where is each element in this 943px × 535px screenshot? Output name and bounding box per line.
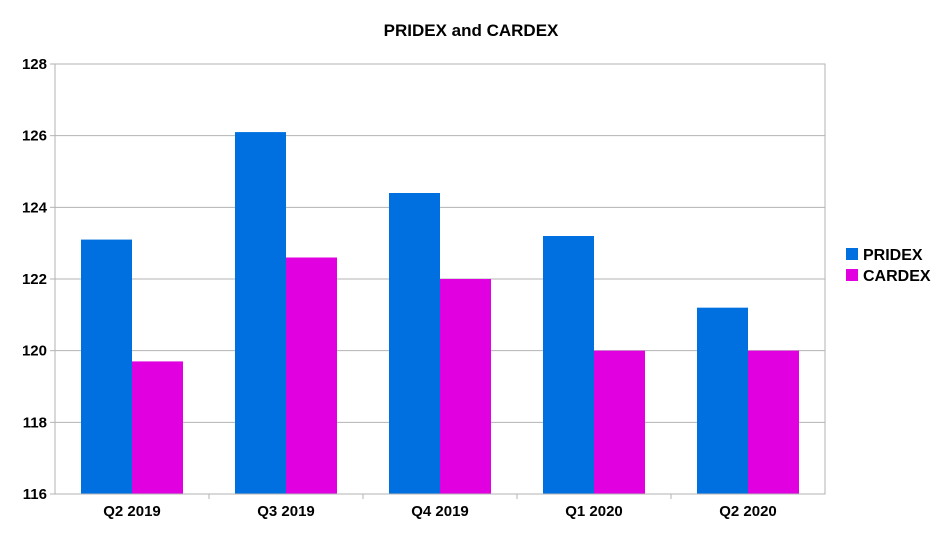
x-tick-label: Q2 2019 <box>103 503 161 520</box>
legend-swatch-pridex <box>846 248 858 260</box>
x-tick-label: Q3 2019 <box>257 503 315 520</box>
bar-cardex-q1-2020 <box>594 350 645 494</box>
bar-pridex-q2-2020 <box>697 307 748 494</box>
y-tick-label: 122 <box>22 271 47 288</box>
x-tick-label: Q1 2020 <box>565 503 623 520</box>
bar-pridex-q4-2019 <box>389 193 440 494</box>
y-tick-label: 128 <box>22 56 47 73</box>
x-tick-label: Q2 2020 <box>719 503 777 520</box>
y-tick-label: 120 <box>22 343 47 360</box>
legend-label-cardex: CARDEX <box>863 268 931 285</box>
y-tick-label: 126 <box>22 128 47 145</box>
chart-title: PRIDEX and CARDEX <box>384 21 559 40</box>
bar-cardex-q3-2019 <box>286 257 337 494</box>
bar-cardex-q2-2019 <box>132 361 183 494</box>
bars <box>81 132 799 495</box>
plot-area-border <box>54 63 826 495</box>
legend: PRIDEX CARDEX <box>846 247 931 285</box>
axes: 116 118 120 122 124 126 128 Q2 2019 Q3 2019 Q4 20… <box>22 56 826 520</box>
legend-swatch-cardex <box>846 269 858 281</box>
x-tick-label: Q4 2019 <box>411 503 469 520</box>
bar-pridex-q1-2020 <box>543 236 594 494</box>
y-tick-label: 124 <box>22 199 48 216</box>
y-tick-label: 116 <box>23 486 47 503</box>
legend-label-pridex: PRIDEX <box>863 247 923 264</box>
bar-pridex-q2-2019 <box>81 239 132 494</box>
y-tick-label: 118 <box>23 414 47 431</box>
bar-pridex-q3-2019 <box>235 132 286 495</box>
bar-cardex-q4-2019 <box>440 279 491 494</box>
bar-cardex-q2-2020 <box>748 350 799 494</box>
